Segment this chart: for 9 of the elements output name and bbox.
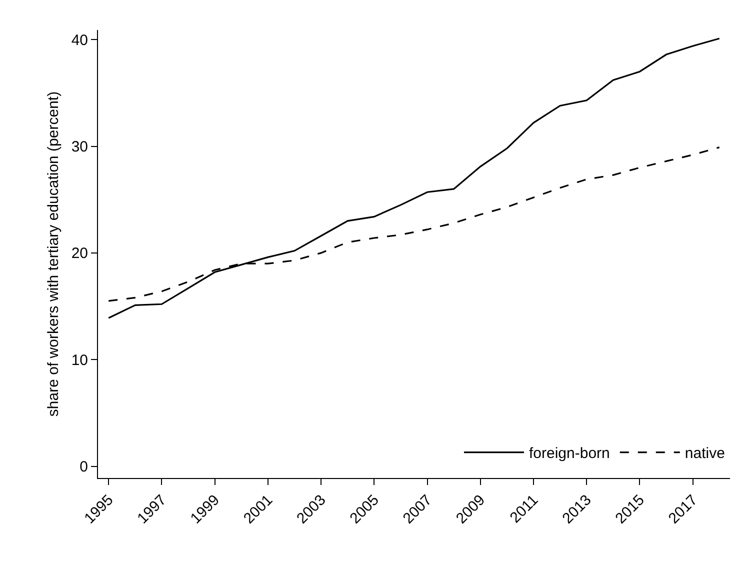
y-tick-label: 0 <box>80 458 88 476</box>
legend-label: foreign-born <box>529 445 610 462</box>
legend-label: native <box>684 445 725 462</box>
line-series <box>108 38 720 319</box>
y-tick-label: 10 <box>71 352 88 369</box>
y-axis-title: share of workers with tertiary education (percent) <box>45 91 62 417</box>
y-tick-label: 20 <box>71 245 88 262</box>
y-tick-label: 30 <box>71 138 88 156</box>
y-tick-label: 40 <box>71 32 88 49</box>
